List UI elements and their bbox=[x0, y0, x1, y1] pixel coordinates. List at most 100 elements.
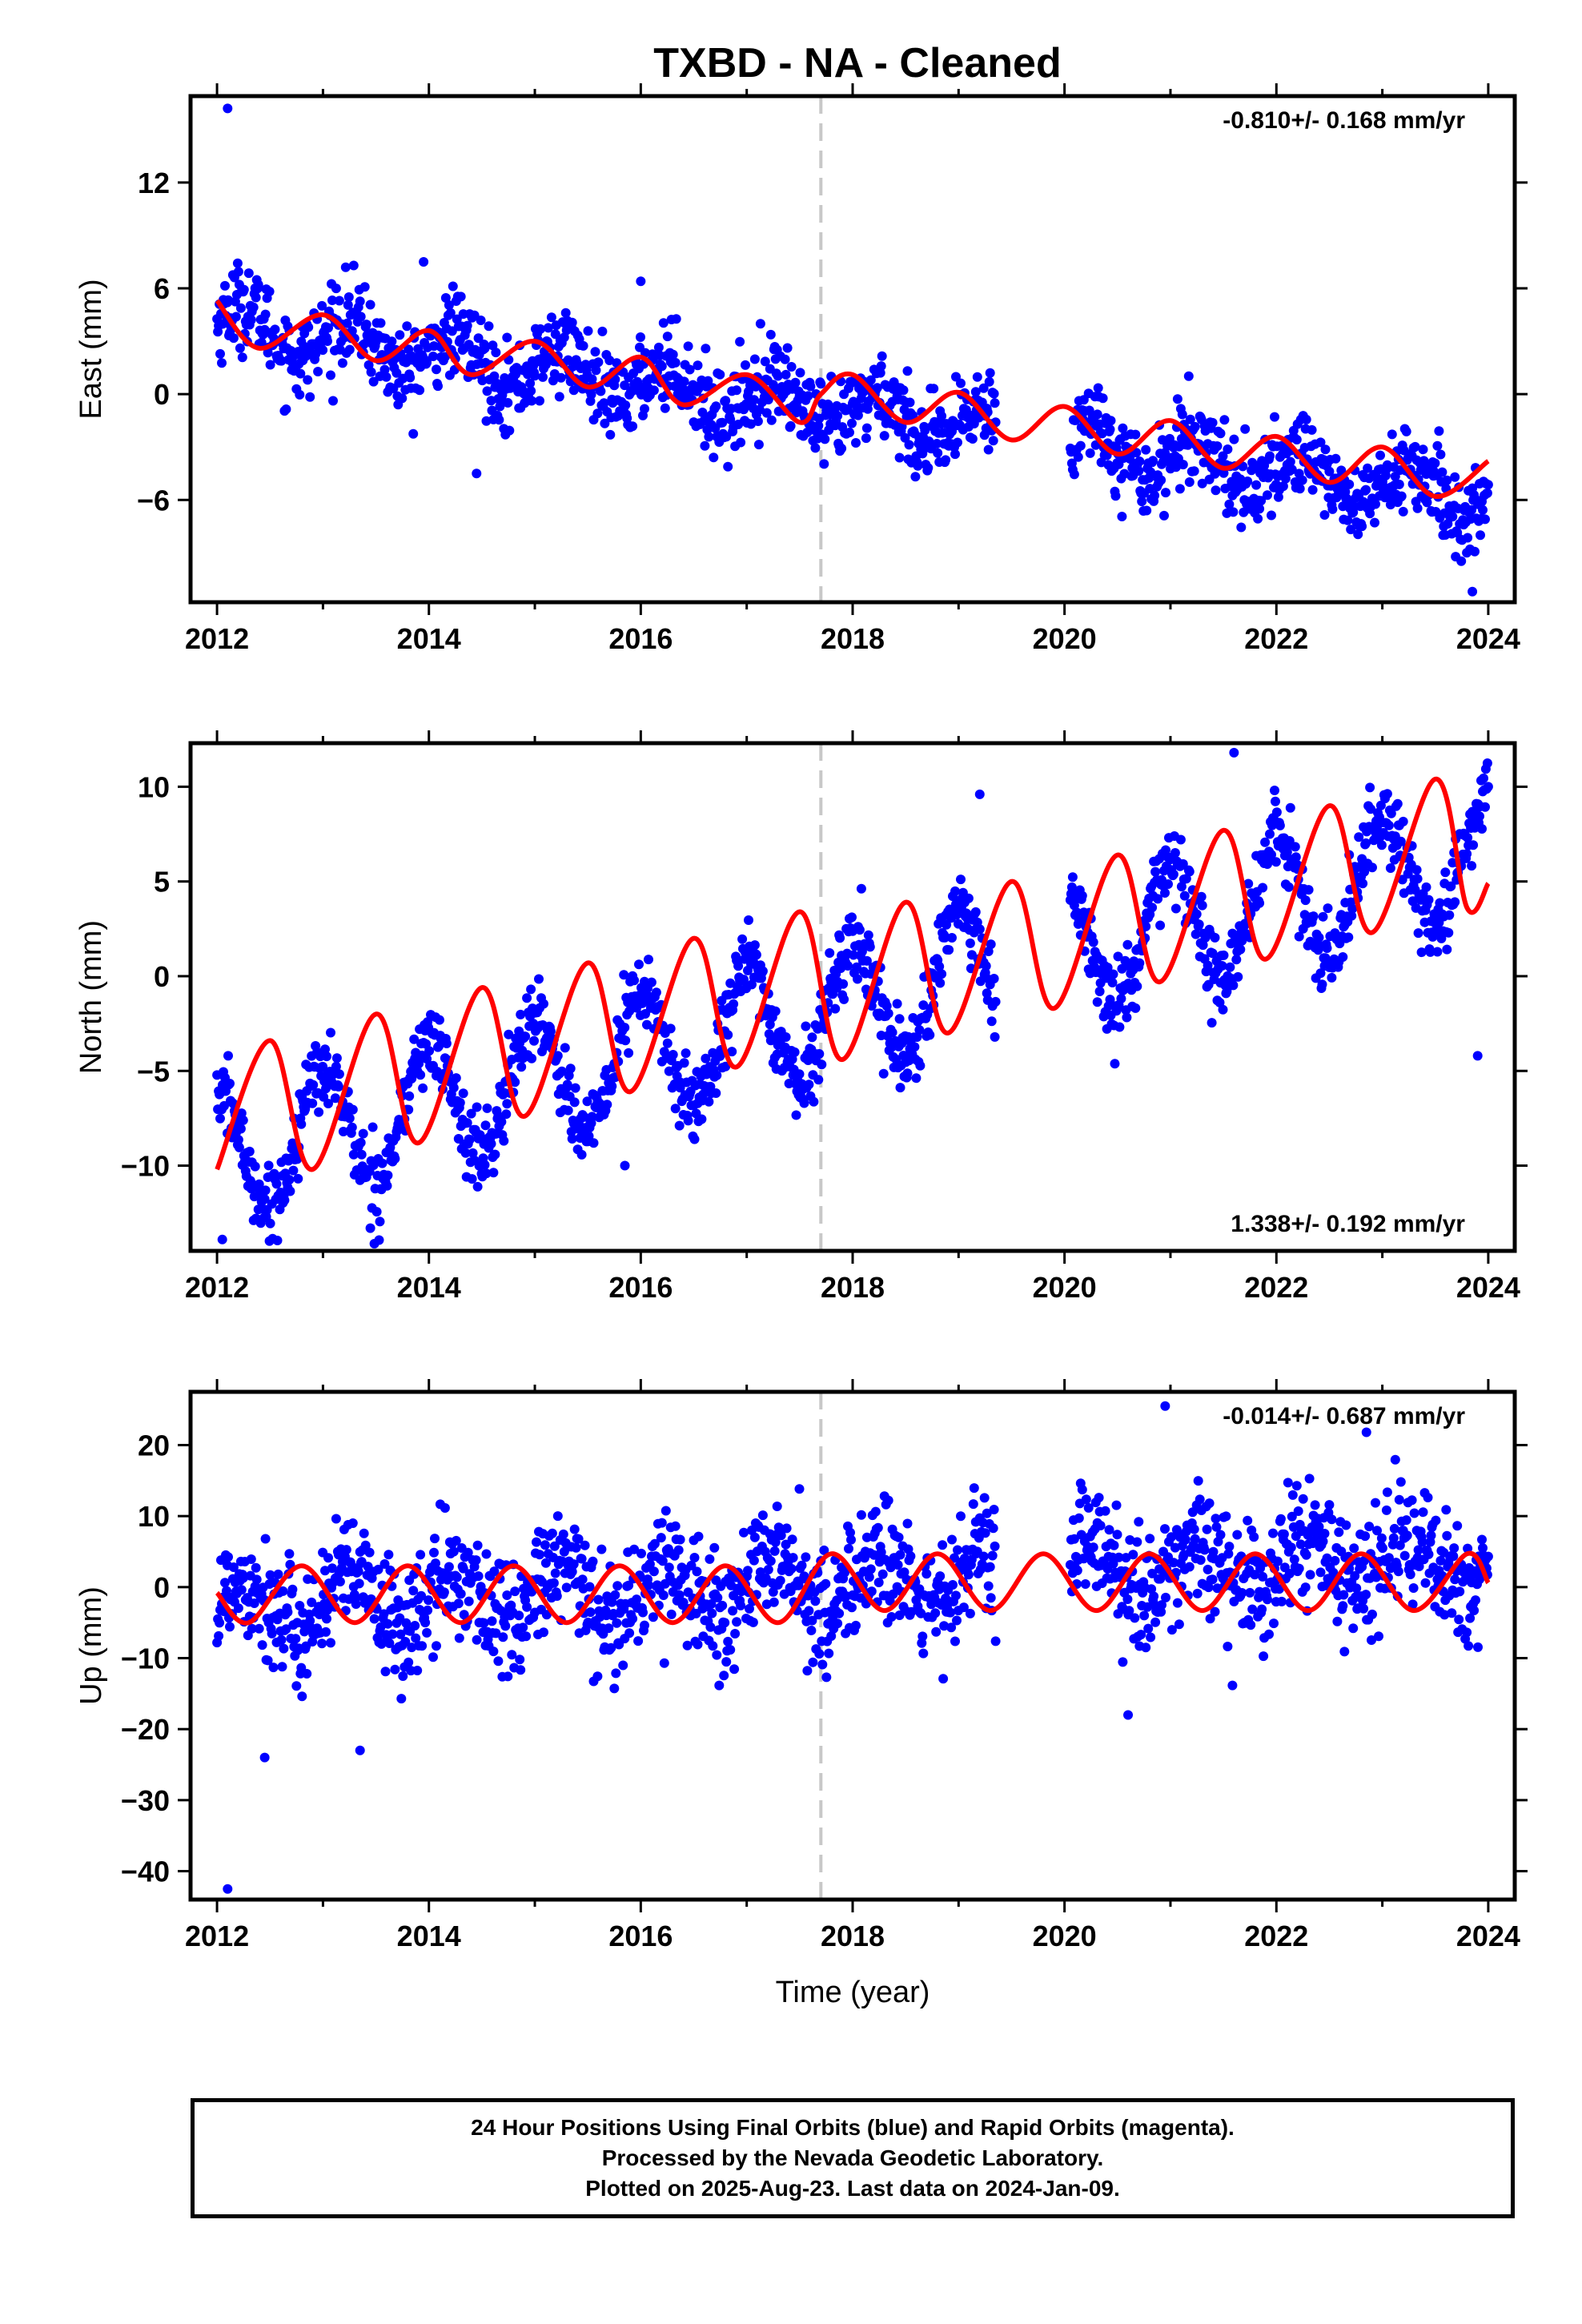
data-point bbox=[701, 1053, 711, 1063]
data-point bbox=[876, 1547, 886, 1558]
data-point bbox=[1240, 424, 1251, 434]
x-tick-label: 2018 bbox=[821, 1271, 885, 1304]
data-point bbox=[1105, 424, 1115, 435]
data-point bbox=[659, 1658, 669, 1668]
data-point bbox=[1407, 1599, 1418, 1610]
data-point bbox=[909, 1042, 920, 1052]
data-point bbox=[894, 452, 905, 463]
data-point bbox=[267, 1628, 277, 1638]
data-point bbox=[292, 1154, 303, 1164]
data-point bbox=[833, 411, 843, 421]
data-point bbox=[1468, 840, 1479, 850]
data-point bbox=[318, 1061, 328, 1072]
data-point bbox=[809, 1096, 819, 1107]
data-point bbox=[428, 352, 438, 361]
data-point-outlier bbox=[419, 256, 429, 267]
data-point bbox=[612, 1618, 622, 1628]
data-point bbox=[1441, 1505, 1452, 1515]
data-point bbox=[865, 1564, 876, 1574]
data-point bbox=[257, 1640, 267, 1651]
data-point bbox=[1153, 894, 1163, 904]
data-point bbox=[1114, 1022, 1125, 1032]
data-point bbox=[1203, 960, 1213, 971]
data-point bbox=[1175, 834, 1186, 845]
data-point bbox=[561, 1582, 572, 1593]
data-point bbox=[1418, 1507, 1428, 1518]
data-point bbox=[1116, 994, 1126, 1003]
data-point bbox=[640, 404, 649, 414]
data-point bbox=[1332, 1616, 1343, 1626]
data-point bbox=[1092, 409, 1102, 420]
data-point bbox=[1300, 895, 1311, 906]
data-point bbox=[571, 1542, 581, 1553]
data-point bbox=[1314, 1522, 1324, 1532]
data-point bbox=[360, 1540, 371, 1550]
data-point bbox=[886, 1612, 897, 1622]
data-point bbox=[1215, 428, 1226, 439]
data-point bbox=[1344, 479, 1355, 489]
data-point bbox=[368, 376, 379, 387]
data-point bbox=[988, 1523, 998, 1534]
y-tick-label: 0 bbox=[154, 378, 170, 411]
data-point bbox=[902, 366, 913, 376]
x-tick-label: 2020 bbox=[1033, 1920, 1097, 1952]
data-point bbox=[375, 1216, 385, 1227]
data-point bbox=[845, 428, 854, 437]
data-point bbox=[535, 1550, 544, 1560]
data-point bbox=[953, 1545, 962, 1555]
data-point bbox=[1450, 1574, 1460, 1585]
data-point-outlier bbox=[1472, 1051, 1483, 1061]
data-point bbox=[1134, 456, 1145, 466]
data-point bbox=[1447, 512, 1458, 522]
data-point bbox=[719, 1671, 729, 1681]
data-point bbox=[1243, 476, 1253, 486]
data-point bbox=[342, 318, 352, 328]
data-point bbox=[711, 1088, 721, 1098]
data-point bbox=[757, 966, 768, 976]
data-point bbox=[693, 1639, 703, 1650]
data-point bbox=[881, 1001, 892, 1011]
data-point bbox=[823, 399, 833, 409]
data-point bbox=[946, 1607, 956, 1618]
data-point bbox=[1290, 842, 1300, 852]
data-point bbox=[234, 1142, 244, 1152]
data-point bbox=[950, 1553, 959, 1563]
data-point bbox=[373, 1564, 383, 1574]
data-point bbox=[1413, 1545, 1423, 1555]
data-point bbox=[1286, 1542, 1296, 1553]
data-point bbox=[1388, 1533, 1399, 1543]
data-point bbox=[1463, 833, 1473, 842]
data-point bbox=[223, 295, 233, 305]
data-point bbox=[265, 1218, 275, 1228]
data-point bbox=[516, 1009, 526, 1019]
data-point bbox=[1282, 847, 1292, 858]
data-point bbox=[717, 417, 728, 428]
data-point bbox=[233, 267, 243, 277]
data-point bbox=[1150, 490, 1160, 501]
data-point bbox=[956, 875, 966, 885]
data-point bbox=[1071, 907, 1082, 918]
data-point bbox=[1291, 852, 1301, 862]
data-point bbox=[697, 1114, 707, 1124]
data-point bbox=[358, 1128, 368, 1139]
data-point bbox=[1170, 848, 1180, 858]
data-point bbox=[507, 1650, 517, 1660]
data-point bbox=[1383, 1553, 1394, 1563]
data-point bbox=[1168, 1558, 1178, 1568]
data-point bbox=[624, 1580, 634, 1590]
data-point bbox=[291, 1681, 302, 1691]
data-point bbox=[1223, 1642, 1233, 1651]
data-point bbox=[596, 1544, 607, 1554]
data-point bbox=[1330, 1555, 1340, 1566]
data-point bbox=[466, 1108, 476, 1119]
data-point bbox=[852, 962, 861, 972]
data-point bbox=[520, 1031, 531, 1042]
data-point bbox=[1291, 435, 1302, 444]
data-point bbox=[1265, 451, 1275, 461]
data-point bbox=[1334, 1527, 1344, 1538]
data-point bbox=[323, 1605, 332, 1615]
x-tick-label: 2022 bbox=[1244, 1271, 1308, 1304]
x-tick-label: 2012 bbox=[185, 1271, 249, 1304]
data-point bbox=[651, 987, 661, 998]
data-point bbox=[361, 320, 371, 330]
